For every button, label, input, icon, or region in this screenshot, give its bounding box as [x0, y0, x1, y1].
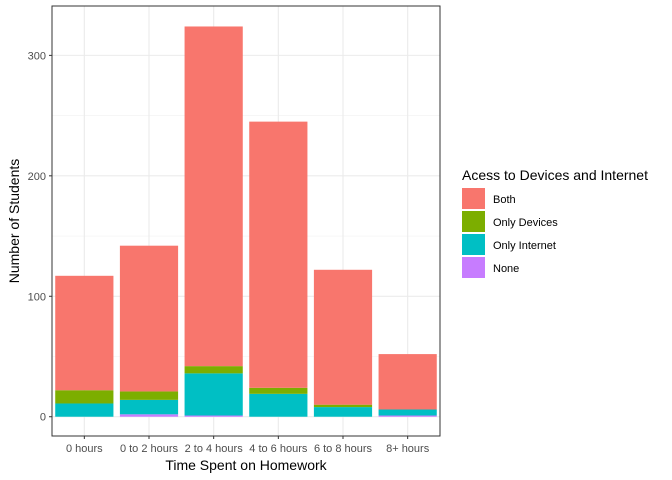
y-axis-title: Number of Students [6, 159, 22, 284]
x-tick-label-8-hours: 8+ hours [386, 443, 430, 455]
x-tick-label-4-to-6-hours: 4 to 6 hours [249, 443, 308, 455]
legend-swatch-none [462, 257, 485, 278]
y-tick-label: 300 [28, 50, 46, 62]
bar-none-2-to-4-hours [184, 415, 243, 417]
bar-only-devices-6-to-8-hours [313, 404, 373, 408]
legend-label-both: Both [493, 194, 516, 206]
bar-both-0-to-2-hours [119, 245, 179, 392]
x-axis-title: Time Spent on Homework [165, 457, 327, 473]
bar-only-devices-0-hours [55, 390, 114, 404]
x-axis: 0 hours 0 to 2 hours 2 to 4 hours 4 to 6 ho… [66, 436, 430, 455]
x-tick-label-2-to-4-hours: 2 to 4 hours [185, 443, 244, 455]
bar-only-internet-4-to-6-hours [249, 393, 308, 417]
legend-swatch-only-devices [462, 211, 485, 232]
legend: Acess to Devices and Internet Both Only D… [462, 167, 648, 278]
y-axis: 0 100 200 300 [28, 50, 52, 424]
bar-only-internet-0-to-2-hours [119, 399, 179, 415]
legend-title: Acess to Devices and Internet [462, 167, 648, 183]
bar-both-4-to-6-hours [249, 121, 308, 388]
y-tick-label: 0 [40, 412, 46, 424]
bar-only-devices-2-to-4-hours [184, 366, 243, 374]
panel-background [52, 6, 440, 436]
panel-border [51, 5, 441, 437]
legend-label-only-internet: Only Internet [493, 240, 556, 252]
bar-both-0-hours [55, 275, 114, 391]
bar-both-2-to-4-hours [184, 26, 243, 367]
legend-label-only-devices: Only Devices [493, 217, 558, 229]
bar-only-devices-0-to-2-hours [119, 391, 179, 400]
bar-only-devices-4-to-6-hours [249, 387, 308, 394]
y-tick-label: 200 [28, 171, 46, 183]
bar-none-8-hours [378, 415, 437, 417]
bars [55, 26, 437, 417]
bar-only-internet-6-to-8-hours [313, 407, 373, 417]
x-tick-label-6-to-8-hours: 6 to 8 hours [314, 443, 373, 455]
bar-none-0-to-2-hours [119, 414, 179, 417]
bar-only-internet-2-to-4-hours [184, 373, 243, 416]
legend-swatch-both [462, 188, 485, 209]
bar-only-internet-8-hours [378, 409, 437, 416]
plot-panel [52, 6, 440, 436]
y-tick-label: 100 [28, 291, 46, 303]
x-tick-label-0-hours: 0 hours [66, 443, 103, 455]
legend-swatch-only-internet [462, 234, 485, 255]
x-tick-label-0-to-2-hours: 0 to 2 hours [120, 443, 179, 455]
legend-label-none: None [493, 263, 519, 275]
bar-only-internet-0-hours [55, 403, 114, 417]
bar-both-6-to-8-hours [313, 269, 373, 405]
bar-both-8-hours [378, 354, 437, 410]
